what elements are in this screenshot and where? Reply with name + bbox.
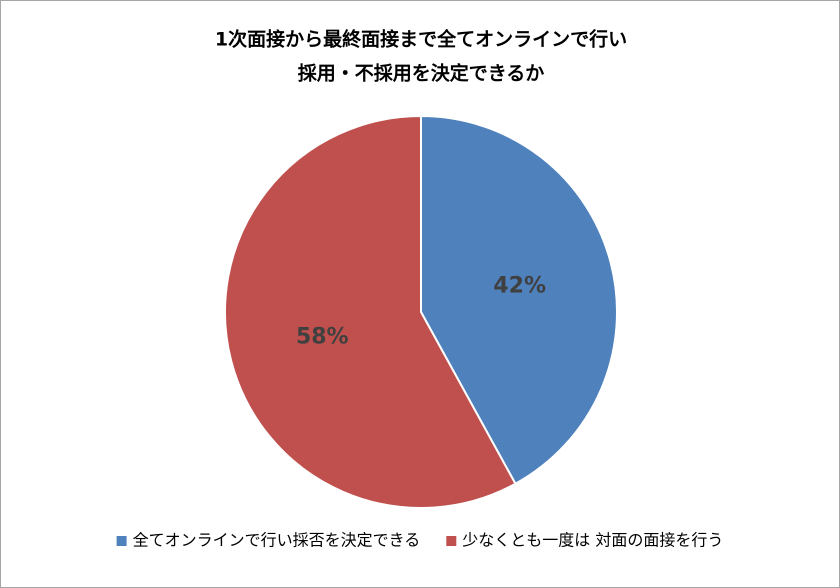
chart-title: 採用・不採用を決定できるか (298, 62, 545, 85)
legend-swatch (116, 536, 127, 546)
chart-title: 1次面接から最終面接まで全てオンラインで行い (215, 28, 627, 51)
value-label: 42% (493, 274, 546, 299)
legend-swatch (446, 536, 457, 546)
value-label: 58% (296, 324, 349, 349)
pie-slice (224, 114, 517, 509)
legend-label: 全てオンラインで行い採否を決定できる (133, 531, 421, 550)
pie-slice (420, 114, 618, 486)
legend-label: 少なくとも一度は 対面の面接を行う (462, 531, 723, 550)
